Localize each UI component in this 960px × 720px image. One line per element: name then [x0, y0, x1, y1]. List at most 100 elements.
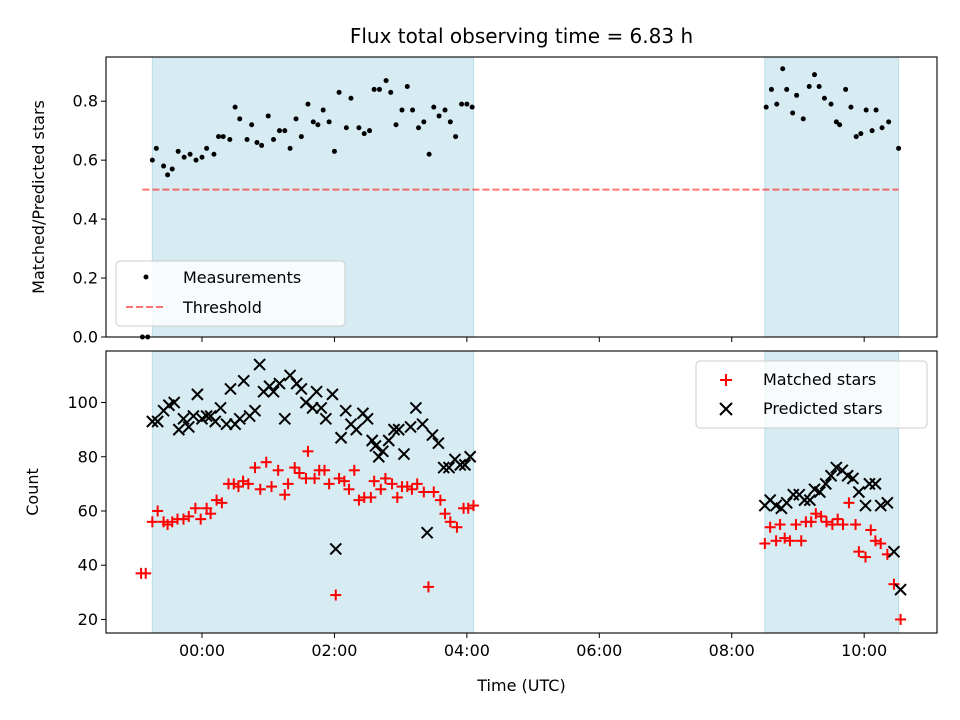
matched-star-point	[266, 481, 278, 493]
predicted-star-point	[283, 369, 297, 382]
predicted-star-point	[859, 499, 872, 512]
measurement-point	[453, 134, 459, 140]
measurement-point	[211, 151, 217, 157]
measurement-point	[282, 128, 288, 134]
measurement-point	[149, 157, 155, 163]
predicted-star-point	[191, 388, 204, 401]
measurement-point	[161, 163, 167, 169]
matched-star-point	[784, 535, 796, 547]
matched-star-point	[774, 519, 786, 531]
measurement-point	[293, 116, 299, 122]
predicted-star-point	[350, 423, 363, 436]
matched-star-point	[375, 483, 387, 495]
predicted-star-point	[432, 436, 445, 450]
y-tick-label: 0.4	[73, 210, 98, 229]
predicted-star-point	[894, 583, 907, 596]
ratio-plot-area	[139, 66, 902, 340]
measurement-point	[768, 86, 774, 92]
measurement-point	[153, 145, 159, 151]
matched-star-point	[422, 581, 434, 593]
matched-star-point	[444, 516, 456, 528]
measurement-point	[165, 172, 171, 178]
ratio-axis-ticks: 0.0 0.2 0.4 0.6 0.8	[73, 92, 865, 347]
count-axis-ticks: 20 40 60 80 100 00:00 02:00 04:00 06:00 08:00 10:0…	[67, 393, 887, 660]
matched-star-point	[309, 472, 321, 484]
matched-star-point	[146, 516, 158, 528]
predicted-star-point	[397, 447, 411, 461]
measurement-point	[459, 101, 465, 107]
predicted-star-point	[819, 477, 832, 491]
predicted-star-point	[310, 385, 323, 398]
matched-legend-marker	[720, 374, 732, 386]
predicted-star-point	[420, 526, 434, 539]
matched-legend-label: Matched stars	[763, 370, 876, 389]
matched-star-point	[391, 491, 403, 503]
measurement-point	[227, 137, 233, 143]
ratio-legend[interactable]: Measurements Threshold	[115, 260, 346, 327]
measurement-point	[348, 95, 354, 101]
predicted-star-point	[167, 396, 181, 409]
predicted-star-point	[376, 445, 389, 458]
matched-star-point	[428, 486, 440, 498]
predicted-star-point	[869, 477, 882, 491]
predicted-star-point	[369, 439, 382, 453]
measurement-point	[806, 83, 812, 89]
predicted-star-point	[224, 382, 237, 396]
predicted-star-point	[387, 423, 401, 436]
predicted-star-point	[392, 423, 405, 436]
measurement-point	[853, 134, 859, 140]
matched-star-point	[790, 519, 802, 531]
measurement-point	[858, 131, 864, 137]
matched-star-point	[205, 508, 217, 520]
x-tick-label: 00:00	[179, 641, 225, 660]
measurement-point	[371, 86, 377, 92]
y-tick-label: 0.2	[73, 269, 98, 288]
y-tick-label: 20	[78, 610, 98, 629]
count-panel: 20 40 60 80 100 00:00 02:00 04:00 06:00 08:00 10:0…	[23, 350, 938, 695]
ratio-legend-box	[115, 260, 346, 327]
measurement-point	[187, 151, 193, 157]
measurement-point	[869, 128, 875, 134]
measurement-point	[404, 83, 410, 89]
predicted-star-point	[278, 412, 291, 425]
measurement-point	[886, 119, 892, 125]
matched-star-point	[843, 497, 855, 509]
measurement-point	[326, 119, 332, 125]
predicted-star-point	[295, 382, 308, 396]
predicted-star-point	[172, 423, 186, 436]
predicted-star-point	[404, 420, 417, 434]
matched-star-point	[272, 464, 284, 476]
measurement-point	[376, 86, 382, 92]
figure-title: Flux total observing time = 6.83 h	[350, 24, 693, 48]
y-tick-label: 0.6	[73, 151, 98, 170]
measurement-point	[393, 122, 399, 128]
count-legend[interactable]: Matched stars Predicted stars	[695, 360, 928, 429]
matched-star-point	[330, 589, 342, 601]
matched-star-point	[365, 491, 377, 503]
matched-star-point	[795, 535, 807, 547]
matched-star-point	[865, 524, 877, 536]
measurement-point	[356, 125, 362, 131]
predicted-star-point	[382, 434, 395, 447]
measurement-point	[276, 128, 282, 134]
measurement-point	[175, 148, 181, 154]
y-tick-label: 0.0	[73, 328, 98, 347]
matched-star-point	[439, 508, 451, 520]
ratio-y-axis-label: Matched/Predicted stars	[29, 100, 48, 294]
matched-star-point	[183, 510, 195, 522]
matched-star-point	[279, 489, 291, 501]
measurement-point	[780, 66, 786, 72]
measurement-point	[249, 122, 255, 128]
y-tick-label: 60	[78, 501, 98, 520]
x-tick-label: 06:00	[576, 641, 622, 660]
matched-star-point	[260, 456, 272, 468]
predicted-star-point	[329, 542, 342, 556]
y-tick-label: 40	[78, 556, 98, 575]
measurement-point	[837, 122, 843, 128]
predicted-star-point	[263, 380, 276, 393]
matched-star-point	[888, 578, 900, 590]
measurement-point	[320, 107, 326, 113]
predicted-star-point	[200, 409, 213, 423]
measurement-point	[169, 166, 175, 172]
